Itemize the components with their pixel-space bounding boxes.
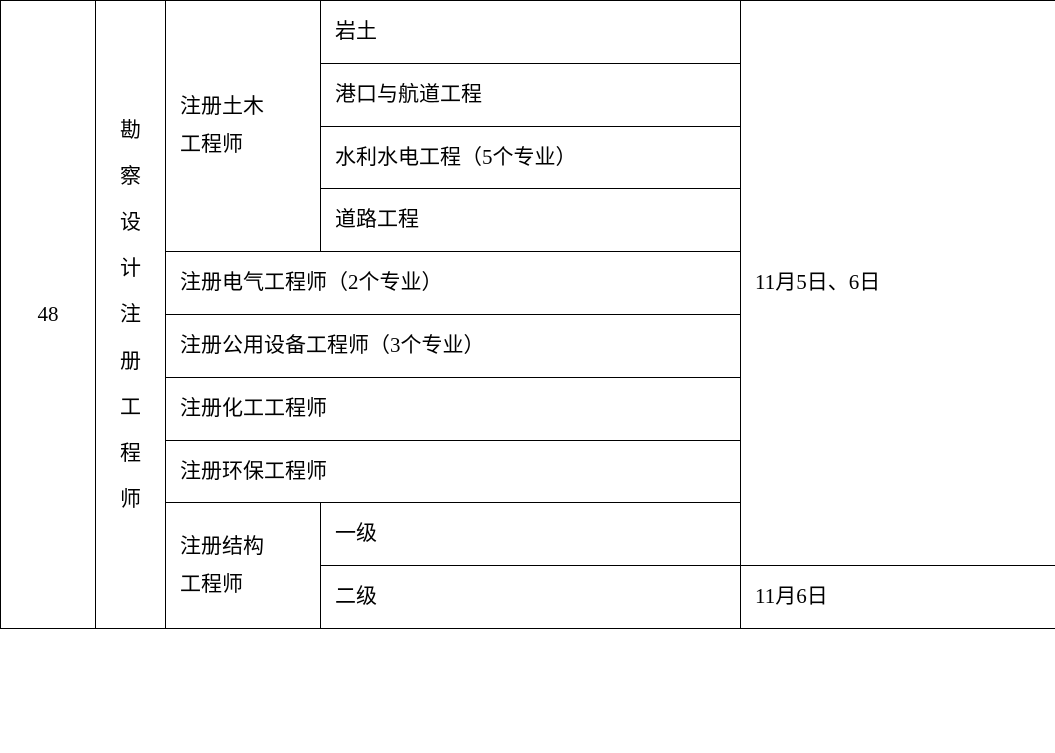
engineer-text: 注册化工工程师 [180,396,327,420]
category-char: 设 [120,199,141,245]
specialty-text: 水利水电工程（5个专业） [335,145,577,169]
date-text: 11月6日 [755,584,828,608]
engineer-cell: 注册电气工程师（2个专业） [166,252,741,315]
exam-schedule-table: 48 勘 察 设 计 注 册 工 程 师 注册土木工程师 岩土 [0,0,1055,629]
specialty-text: 岩土 [335,19,377,43]
row-number: 48 [38,302,59,326]
specialty-text: 道路工程 [335,207,419,231]
category-cell: 勘 察 设 计 注 册 工 程 师 [96,1,166,629]
engineer-cell: 注册公用设备工程师（3个专业） [166,314,741,377]
engineer-text: 注册环保工程师 [180,459,327,483]
engineer-cell: 注册化工工程师 [166,377,741,440]
engineer-text: 注册公用设备工程师（3个专业） [180,333,485,357]
row-number-cell: 48 [1,1,96,629]
category-char: 册 [120,338,141,384]
structural-engineer-cell: 注册结构工程师 [166,503,321,629]
engineer-cell: 注册环保工程师 [166,440,741,503]
level-cell: 二级 [321,566,741,629]
table-row: 48 勘 察 设 计 注 册 工 程 师 注册土木工程师 岩土 [1,1,1055,64]
level-cell: 一级 [321,503,741,566]
specialty-cell: 港口与航道工程 [321,63,741,126]
category-char: 察 [120,153,141,199]
category-char: 勘 [120,107,141,153]
structural-engineer-title: 注册结构工程师 [180,534,264,596]
engineer-text: 注册电气工程师（2个专业） [180,270,443,294]
category-char: 注 [120,291,141,337]
date-cell-main: 11月5日、6日 [741,1,1055,566]
category-char: 师 [120,476,141,522]
specialty-cell: 道路工程 [321,189,741,252]
category-vertical-text: 勘 察 设 计 注 册 工 程 师 [110,107,151,523]
date-cell-level2: 11月6日 [741,566,1055,629]
category-char: 计 [120,245,141,291]
level-text: 一级 [335,521,377,545]
civil-engineer-cell: 注册土木工程师 [166,1,321,252]
category-char: 程 [120,430,141,476]
specialty-cell: 水利水电工程（5个专业） [321,126,741,189]
category-char: 工 [120,384,141,430]
date-text: 11月5日、6日 [755,270,880,294]
specialty-cell: 岩土 [321,1,741,64]
level-text: 二级 [335,584,377,608]
civil-engineer-title: 注册土木工程师 [180,94,264,156]
specialty-text: 港口与航道工程 [335,82,482,106]
